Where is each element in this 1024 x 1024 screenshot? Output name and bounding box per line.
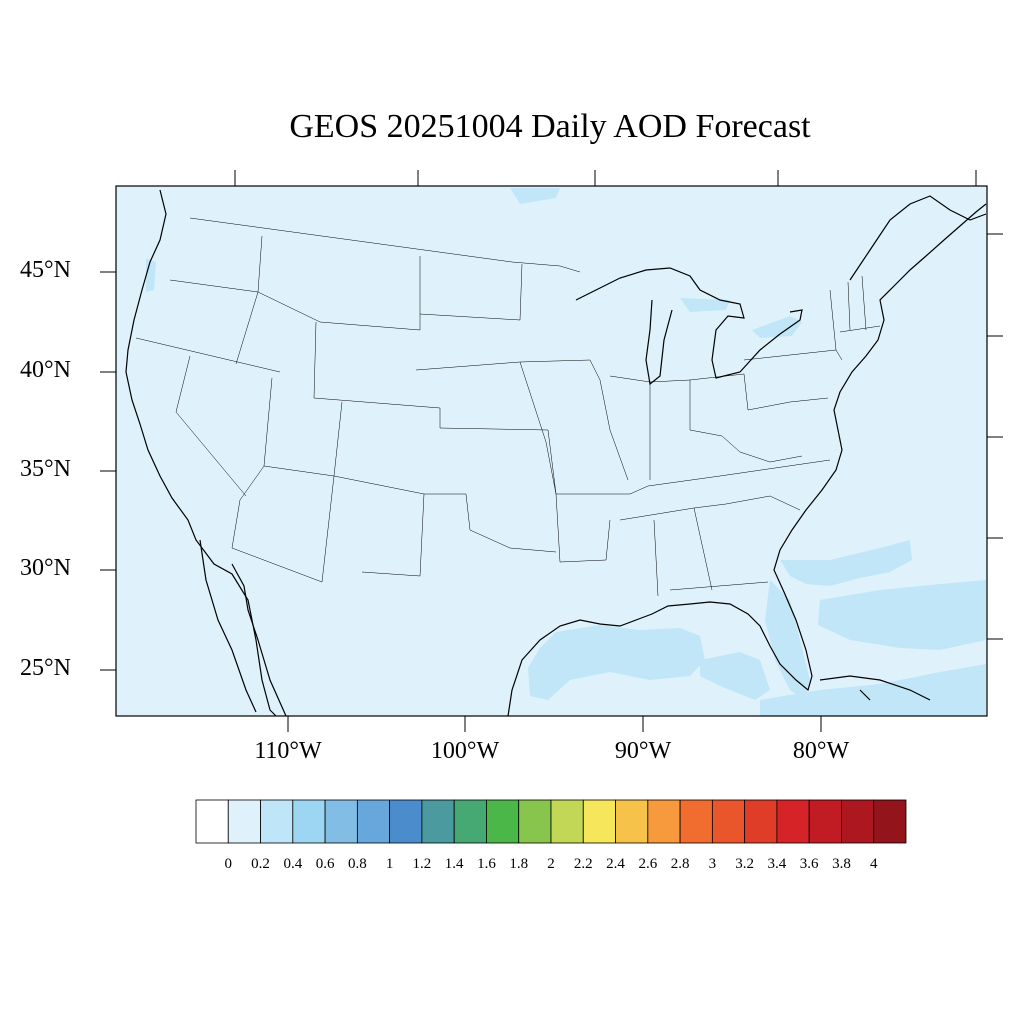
colorbar-swatch [389,799,423,844]
colorbar-swatch [195,799,229,844]
aod-patch-atlantic [780,540,912,586]
us-outline [125,189,277,717]
colorbar-label: 3.8 [832,856,851,872]
colorbar-label: 4 [869,856,878,872]
colorbar-label: 2 [547,856,555,872]
map-frame [115,185,988,717]
lon-label: 80°W [792,738,850,764]
lon-label: 90°W [614,738,672,764]
colorbar-label: 1.8 [509,856,529,872]
colorbar-label: 2.2 [573,856,593,872]
aod-patch-florida [765,580,810,700]
colorbar-label: 1 [385,856,394,872]
colorbar-label: 1.2 [412,856,432,872]
frame-ticks [100,170,1003,732]
lat-label: 45°N [20,257,71,283]
colorbar-swatch [227,799,261,844]
colorbar-swatch [679,799,713,844]
lat-label: 35°N [20,456,71,482]
lat-label: 40°N [20,357,71,383]
colorbar-swatch [841,799,875,844]
colorbar-swatch [324,799,358,844]
colorbar-swatch [356,799,391,844]
colorbar-swatch [292,799,326,844]
aod-patch-gulf [528,625,705,700]
colorbar-label: 2.8 [670,856,690,872]
colorbar-label: 1.6 [477,856,496,872]
lat-label: 30°N [20,555,71,581]
aod-patch-lake-ontario [752,316,802,338]
colorbar-swatch [744,799,778,844]
colorbar-swatch [550,799,584,844]
colorbar-swatch [647,799,681,844]
state-borders [135,217,881,597]
colorbar-swatch [486,799,520,844]
cuba [819,675,931,701]
aod-patch-north [510,188,560,204]
colorbar-swatch [776,799,810,844]
colorbar-label: 3 [708,856,717,872]
colorbar-label: 1.4 [444,856,464,872]
baja-peninsula [199,539,257,713]
colorbar-swatch [260,799,294,844]
aod-patch-atlantic-2 [818,580,986,650]
gulf-coast [507,203,987,717]
colorbar-swatch [582,799,616,844]
colorbar-label: 0.4 [283,856,303,872]
mexico-coast [231,563,287,717]
aod-patch-gulf-east [700,652,770,700]
colorbar-swatch [518,799,552,844]
colorbar-swatch [808,799,842,844]
colorbar-label: 3.4 [767,856,787,872]
lat-label: 25°N [20,655,71,681]
lon-label: 100°W [430,738,500,764]
aod-patch-south [760,664,986,716]
aod-patch-lake-superior [680,298,730,312]
colorbar-swatch [421,799,455,844]
lon-label: 110°W [254,738,322,764]
colorbar-label: 3.6 [799,856,819,872]
colorbar-label: 0.2 [251,856,270,872]
colorbar-swatch [615,799,649,844]
colorbar-swatch [873,799,907,844]
colorbar-label: 0 [224,856,233,872]
map-title: GEOS 20251004 Daily AOD Forecast [289,108,811,145]
colorbar-label: 2.4 [606,856,625,872]
canada-coast [849,195,987,281]
colorbar-label: 0.8 [347,856,367,872]
colorbar-label: 0.6 [315,856,335,872]
colorbar [195,799,907,844]
colorbar-label: 3.2 [735,856,754,872]
colorbar-swatch [453,799,487,844]
colorbar-swatch [711,799,746,844]
colorbar-label: 2.6 [638,856,658,872]
aod-elevated-areas [146,188,986,716]
